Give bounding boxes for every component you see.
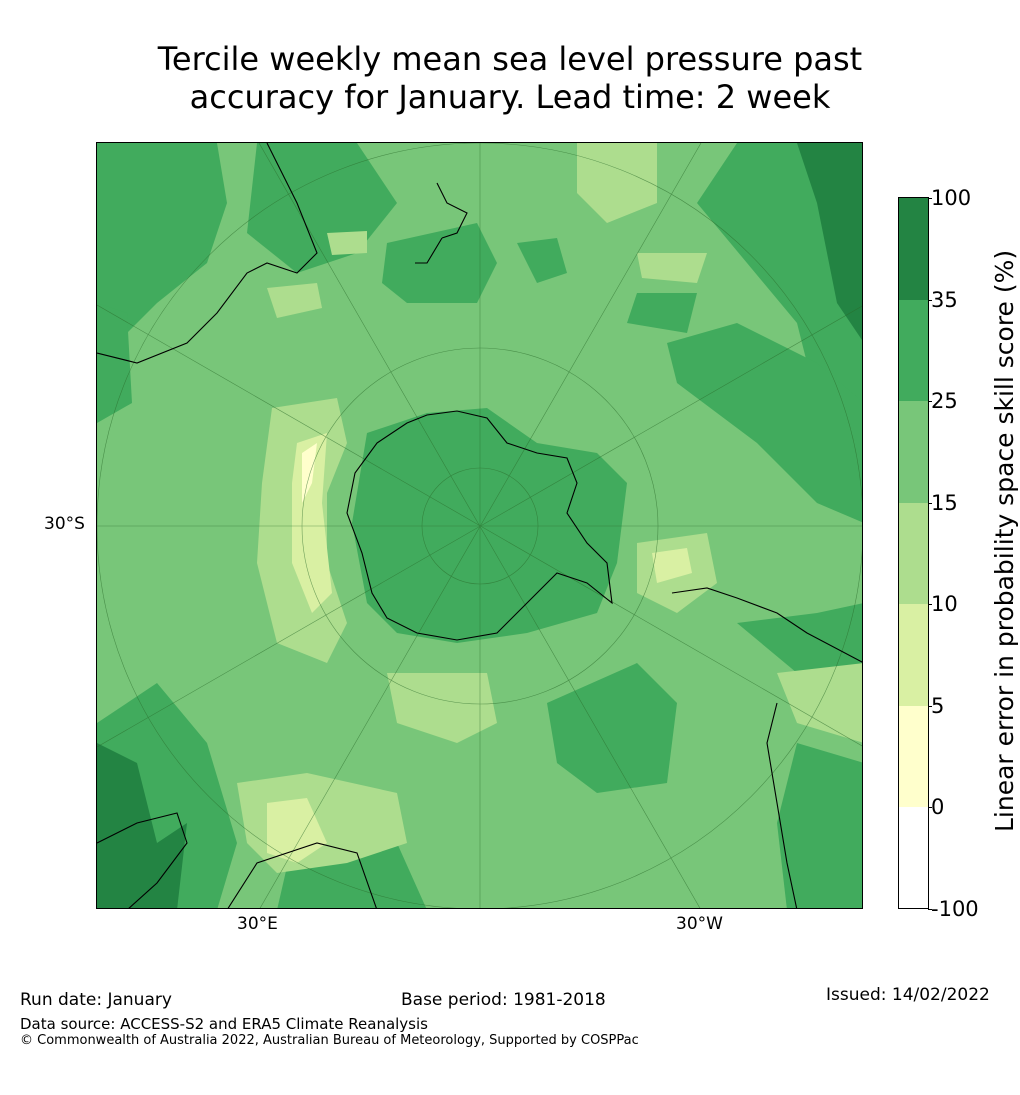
region-antarctica (352, 408, 627, 643)
colorbar-tick: 25 (928, 389, 958, 413)
region-southeast (737, 603, 862, 683)
nz-north-coast (436, 182, 468, 239)
title-line-2: accuracy for January. Lead time: 2 week (189, 78, 831, 116)
run-date: Run date: January (20, 990, 172, 1010)
colorbar-seg-5-10 (899, 604, 928, 706)
colorbar-tick: -100 (928, 897, 979, 921)
africa-coast (97, 812, 188, 908)
nz-south-coast (415, 237, 443, 264)
colorbar-tick: 5 (927, 694, 945, 718)
lon-label-30e: 30°E (237, 914, 278, 934)
region-north-west (97, 143, 227, 353)
africa-south (227, 842, 377, 908)
region-pacific-a (517, 238, 567, 283)
colorbar-seg-neg100-0 (899, 807, 928, 908)
polar-skill-map (96, 142, 863, 909)
region-east (667, 323, 862, 523)
chart-title: Tercile weekly mean sea level pressure p… (0, 40, 1020, 116)
colorbar-seg-35-100 (899, 198, 928, 300)
region-south-atlantic (547, 663, 677, 793)
region-low-southeast-2 (652, 548, 692, 583)
region-south-america-east (777, 743, 862, 908)
colorbar (898, 197, 929, 909)
colorbar-tick: 15 (928, 491, 958, 515)
map-svg (97, 143, 862, 908)
graticule (97, 143, 862, 908)
colorbar-seg-25-35 (899, 300, 928, 401)
colorbar-seg-10-15 (899, 503, 928, 604)
issued-date: Issued: 14/02/2022 (826, 985, 990, 1005)
base-period: Base period: 1981-2018 (401, 990, 606, 1010)
region-nz (382, 223, 497, 303)
region-low-north (577, 143, 657, 223)
region-pacific-b (627, 293, 697, 333)
region-low-southwest-2 (267, 798, 327, 863)
colorbar-tick: 35 (928, 288, 958, 312)
region-low-nw (327, 231, 367, 255)
region-low-south (387, 673, 497, 743)
region-northeast-top (797, 143, 862, 341)
colorbar-label: Linear error in probability space skill … (990, 249, 1019, 832)
region-southwest-dark (97, 743, 187, 908)
copyright: © Commonwealth of Australia 2022, Austra… (20, 1033, 639, 1048)
south-america-coast (671, 587, 862, 663)
colorbar-seg-15-25 (899, 401, 928, 503)
colorbar-tick: 0 (927, 795, 945, 819)
data-source: Data source: ACCESS-S2 and ERA5 Climate … (20, 1015, 428, 1033)
coastlines (97, 143, 862, 908)
colorbar-tick: 100 (927, 186, 972, 210)
south-america-west (766, 702, 798, 908)
region-low-australia (267, 283, 322, 318)
region-lowest-indian (302, 443, 317, 503)
lat-label-30s: 30°S (44, 514, 85, 534)
colorbar-tick: 10 (928, 592, 958, 616)
region-west-edge (97, 303, 132, 423)
australia-coast (97, 143, 318, 364)
region-low-pacific (637, 253, 707, 283)
title-line-1: Tercile weekly mean sea level pressure p… (157, 40, 863, 78)
colorbar-seg-0-5 (899, 706, 928, 807)
lon-label-30w: 30°W (676, 914, 723, 934)
antarctica-coast (346, 410, 613, 641)
